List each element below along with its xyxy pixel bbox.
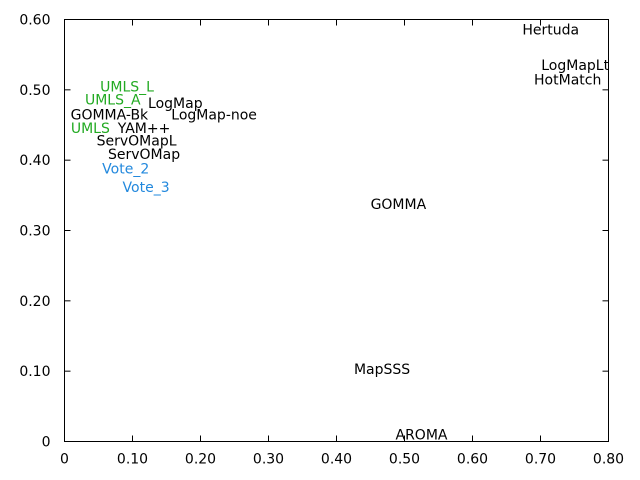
point-label: GOMMA: [371, 197, 427, 213]
y-tick-label: 0.30: [19, 224, 50, 240]
point-label: UMLS: [71, 121, 110, 137]
y-axis: 0 0.10 0.20 0.30 0.40 0.50 0.60: [19, 13, 609, 451]
point-label: ServOMapL: [97, 133, 177, 149]
x-tick-label: 0: [60, 452, 69, 468]
y-tick-label: 0.50: [19, 83, 50, 99]
point-label: LogMapLt: [541, 58, 609, 74]
y-tick-label: 0: [42, 435, 51, 451]
point-label: ServOMap: [108, 147, 180, 163]
x-tick-label: 0.30: [253, 452, 284, 468]
x-tick-label: 0.80: [593, 452, 624, 468]
point-label: Vote_3: [123, 180, 170, 196]
point-label: Hertuda: [522, 22, 579, 38]
point-label: Vote_2: [102, 162, 149, 178]
point-label: AROMA: [396, 427, 448, 443]
x-tick-label: 0.50: [389, 452, 420, 468]
point-label: HotMatch: [534, 72, 601, 88]
x-tick-label: 0.40: [321, 452, 352, 468]
point-label: LogMap-noe: [171, 107, 257, 123]
point-label: MapSSS: [354, 362, 410, 378]
y-tick-label: 0.60: [19, 13, 50, 29]
point-label: LogMap: [148, 96, 203, 112]
point-label: GOMMA-Bk: [71, 107, 149, 123]
y-tick-label: 0.10: [19, 364, 50, 380]
x-axis: 0 0.10 0.20 0.30 0.40 0.50 0.60 0.70 0.80: [60, 19, 624, 468]
y-tick-label: 0.20: [19, 294, 50, 310]
x-tick-label: 0.10: [117, 452, 148, 468]
point-label: UMLS_A: [85, 93, 141, 109]
x-tick-label: 0.60: [457, 452, 488, 468]
x-tick-label: 0.20: [185, 452, 216, 468]
x-tick-label: 0.70: [525, 452, 556, 468]
point-label: UMLS_L: [100, 79, 154, 95]
point-label: YAM++: [117, 121, 171, 137]
y-tick-label: 0.40: [19, 153, 50, 169]
